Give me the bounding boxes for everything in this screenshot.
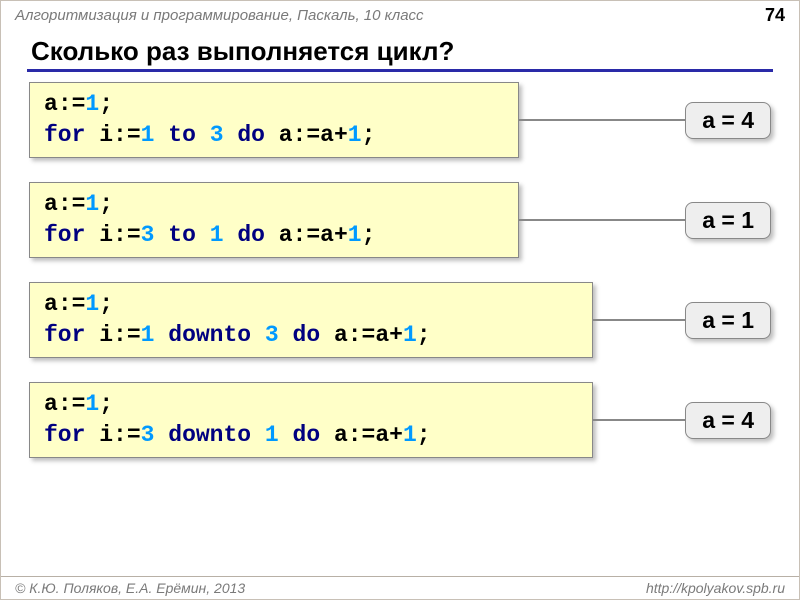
answer-box: a = 1 bbox=[685, 302, 771, 339]
slide-footer: © К.Ю. Поляков, Е.А. Ерёмин, 2013 http:/… bbox=[1, 576, 799, 599]
connector-line bbox=[519, 219, 685, 221]
footer-left: © К.Ю. Поляков, Е.А. Ерёмин, 2013 bbox=[15, 580, 245, 596]
slide-header: Алгоритмизация и программирование, Паска… bbox=[1, 1, 799, 26]
example-row: a:=1; for i:=3 downto 1 do a:=a+1; a = 4 bbox=[29, 382, 771, 458]
code-box: a:=1; for i:=1 downto 3 do a:=a+1; bbox=[29, 282, 593, 358]
connector-line bbox=[519, 119, 685, 121]
answer-box: a = 1 bbox=[685, 202, 771, 239]
code-box: a:=1; for i:=1 to 3 do a:=a+1; bbox=[29, 82, 519, 158]
code-box: a:=1; for i:=3 downto 1 do a:=a+1; bbox=[29, 382, 593, 458]
main-title: Сколько раз выполняется цикл? bbox=[31, 36, 769, 67]
connector-line bbox=[593, 319, 685, 321]
header-title: Алгоритмизация и программирование, Паска… bbox=[15, 7, 424, 24]
example-row: a:=1; for i:=1 downto 3 do a:=a+1; a = 1 bbox=[29, 282, 771, 358]
footer-right: http://kpolyakov.spb.ru bbox=[646, 580, 785, 596]
title-underline bbox=[27, 69, 773, 72]
example-row: a:=1; for i:=3 to 1 do a:=a+1; a = 1 bbox=[29, 182, 771, 258]
example-row: a:=1; for i:=1 to 3 do a:=a+1; a = 4 bbox=[29, 82, 771, 158]
answer-box: a = 4 bbox=[685, 402, 771, 439]
page-number: 74 bbox=[765, 5, 785, 26]
connector-line bbox=[593, 419, 685, 421]
code-box: a:=1; for i:=3 to 1 do a:=a+1; bbox=[29, 182, 519, 258]
answer-box: a = 4 bbox=[685, 102, 771, 139]
examples-container: a:=1; for i:=1 to 3 do a:=a+1;a = 4a:=1;… bbox=[1, 82, 799, 458]
